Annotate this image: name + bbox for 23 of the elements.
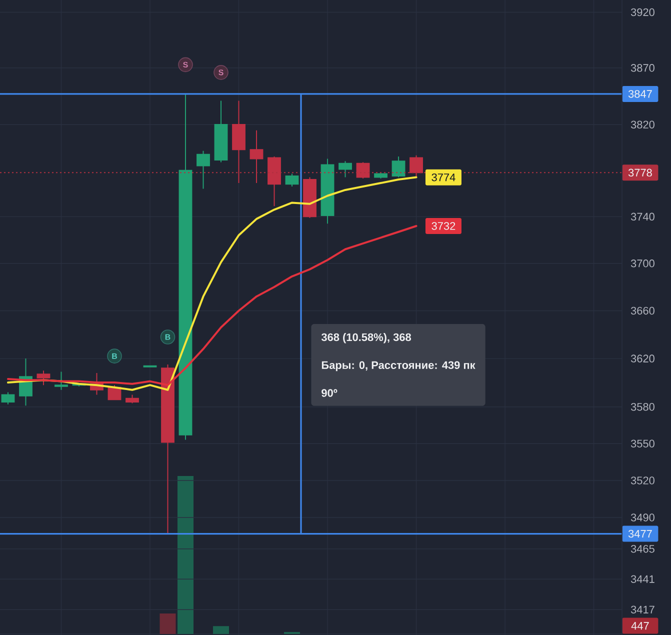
annotation: 368 (10.58%), 368 [321,333,412,344]
ref-line-label: 3778 [628,168,652,177]
y-tick-label: 3620 [630,354,654,362]
y-tick-label: 3870 [630,64,654,72]
y-tick-label: 3520 [630,476,654,484]
ref-line-label: 3477 [628,530,652,538]
data-label: 3774 [432,173,456,182]
y-tick-label: 3660 [630,306,654,315]
y-tick-label: 3740 [630,212,654,221]
y-tick-label: 3441 [630,575,654,583]
y-tick-label: 3417 [630,606,654,614]
y-tick-label: 3920 [630,8,654,16]
y-tick-label: 3580 [630,403,654,411]
annotation: 90º [322,389,338,397]
data-label: 3732 [432,222,456,230]
y-tick-label: 3550 [630,440,654,448]
annotation: Бары: 0, Расстояние: 439 пк [322,361,476,372]
text: 447 [631,622,649,630]
y-tick-label: 3700 [630,260,654,268]
ref-line-label: 3847 [628,90,652,98]
y-tick-label: 3465 [630,544,654,553]
y-tick-label: 3820 [630,120,654,129]
y-tick-label: 3490 [630,514,654,522]
